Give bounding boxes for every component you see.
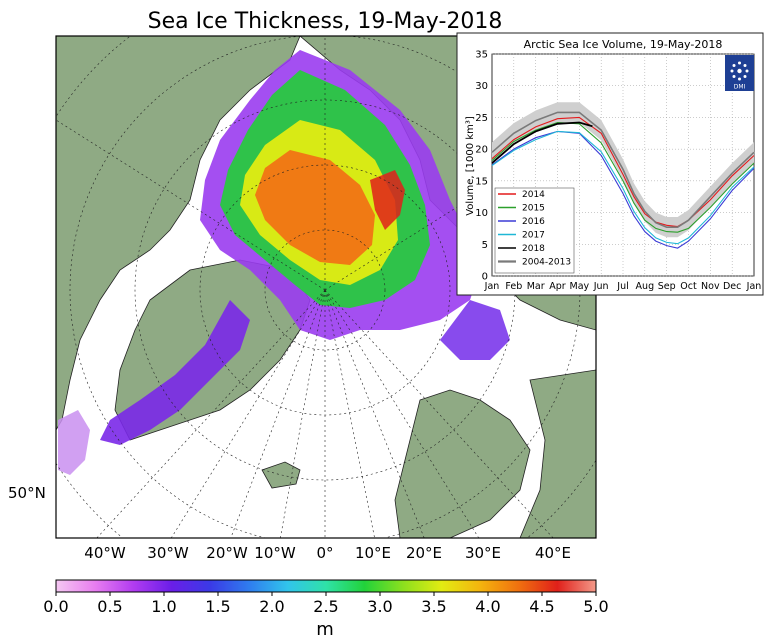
legend-label: 2014 [522, 190, 545, 200]
x-tick-label: Feb [505, 281, 522, 292]
y-tick-label: 20 [475, 145, 488, 156]
ice-thick [255, 150, 375, 265]
colorbar-tick-label: 4.0 [475, 597, 500, 616]
lon-label: 10°E [355, 544, 391, 562]
x-tick-label: Nov [701, 281, 720, 292]
series-line-2004-2013 [491, 111, 755, 228]
lon-label: 30°E [465, 544, 501, 562]
series-line-2014 [491, 116, 755, 228]
x-tick-label: Sep [658, 281, 676, 292]
colorbar: 0.0 0.5 1.0 1.5 2.0 2.5 3.0 3.5 4.0 4.5 5.0 m [43, 579, 609, 639]
ice-thickest [370, 170, 405, 230]
series-line-2016 [491, 130, 755, 249]
x-tick-label: Mar [527, 281, 545, 292]
x-tick-label: Jul [616, 281, 628, 292]
colorbar-gradient [55, 579, 597, 593]
colorbar-ticks: 0.0 0.5 1.0 1.5 2.0 2.5 3.0 3.5 4.0 4.5 5.0 [43, 592, 609, 616]
colorbar-tick-label: 2.5 [313, 597, 338, 616]
map-title: Sea Ice Thickness, 19-May-2018 [148, 9, 503, 34]
colorbar-tick-label: 1.0 [151, 597, 176, 616]
series-line-2017 [491, 130, 755, 245]
y-tick-label: 5 [482, 240, 488, 251]
y-tick-label: 15 [475, 176, 488, 187]
y-tick-label: 35 [475, 50, 488, 61]
chart-ylabel: Volume, [1000 km³] [465, 116, 476, 216]
ice-east-greenland [100, 300, 250, 445]
legend-label: 2017 [522, 231, 545, 241]
legend-label: 2015 [522, 204, 545, 214]
legend-label: 2018 [522, 244, 545, 254]
x-tick-label: Jan [746, 281, 762, 292]
series-line-2018 [491, 121, 593, 164]
land-lower-right [519, 369, 596, 538]
chart-plot: 0 5 10 15 20 25 30 35 Jan Feb Mar Apr May Jun Jul Aug Se… [475, 50, 761, 293]
series-line-2015 [491, 121, 755, 233]
x-tick-label: Apr [549, 281, 566, 292]
lon-label: 0° [316, 544, 333, 562]
legend-label: 2004-2013 [522, 258, 571, 268]
lon-label: 30°W [147, 544, 189, 562]
ice-barents [440, 300, 510, 360]
legend-label: 2016 [522, 217, 545, 227]
colorbar-tick-label: 0.0 [43, 597, 68, 616]
x-tick-label: Aug [636, 281, 655, 292]
y-tick-label: 10 [475, 208, 488, 219]
x-tick-label: Jun [593, 281, 609, 292]
lon-label: 40°W [84, 544, 126, 562]
x-tick-label: Dec [723, 281, 741, 292]
colorbar-unit: m [316, 619, 334, 639]
land-greenland-canada [56, 36, 301, 431]
y-tick-label: 0 [482, 272, 488, 283]
volume-chart: Arctic Sea Ice Volume, 19-May-2018 Volum… [456, 32, 764, 296]
x-tick-label: Oct [680, 281, 697, 292]
y-tick-label: 25 [475, 113, 488, 124]
colorbar-tick-label: 5.0 [583, 597, 608, 616]
lon-label: 40°E [535, 544, 571, 562]
lon-label: 20°W [206, 544, 248, 562]
ice-labrador [58, 410, 90, 475]
land-iceland [261, 461, 301, 489]
x-tick-label: Jan [484, 281, 500, 292]
colorbar-tick-label: 4.5 [529, 597, 554, 616]
colorbar-tick-label: 0.5 [97, 597, 122, 616]
lon-labels: 40°W 30°W 20°W 10°W 0° 10°E 20°E 30°E 40… [84, 544, 571, 562]
lon-label: 10°W [254, 544, 296, 562]
colorbar-tick-label: 3.0 [367, 597, 392, 616]
y-tick-label: 30 [475, 81, 488, 92]
lat-label-50n: 50°N [8, 484, 46, 502]
land-scandinavia [394, 389, 531, 538]
legend-box [494, 187, 575, 274]
dmi-logo: DMI [725, 55, 754, 91]
colorbar-tick-label: 2.0 [259, 597, 284, 616]
colorbar-tick-label: 3.5 [421, 597, 446, 616]
colorbar-tick-label: 1.5 [205, 597, 230, 616]
x-tick-label: May [570, 281, 590, 292]
lon-label: 20°E [406, 544, 442, 562]
chart-title: Arctic Sea Ice Volume, 19-May-2018 [524, 38, 723, 51]
dmi-logo-text: DMI [734, 84, 746, 91]
